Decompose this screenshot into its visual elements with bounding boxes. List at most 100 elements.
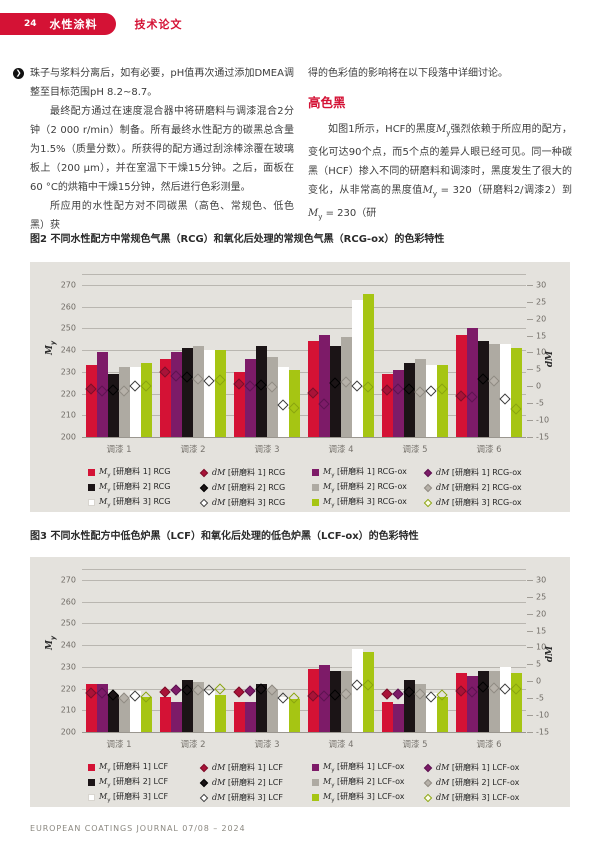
paragraph-text: 珠子与浆料分离后，如有必要，pH值再次通过添加DMEA调整至目标范围pH 8.2… <box>30 68 294 98</box>
bar <box>437 697 448 732</box>
bar <box>160 358 171 437</box>
bar-group <box>455 569 522 732</box>
legend-label: My [研磨料 1] RCG <box>99 467 171 479</box>
legend-square-swatch <box>312 499 319 506</box>
right-tick-mark <box>527 630 533 632</box>
legend-diamond-swatch <box>199 778 209 787</box>
bar <box>382 373 393 437</box>
bar <box>204 350 215 437</box>
gridline <box>82 579 526 581</box>
bar <box>426 365 437 437</box>
bar <box>256 684 267 732</box>
legend-label: dM [研磨料 3] RCG-ox <box>436 498 522 507</box>
right-column: 得的色彩值的影响将在以下段落中详细讨论。 高色黑 如图1所示，HCF的黑度My强… <box>308 64 572 235</box>
legend-label: dM [研磨料 2] LCF <box>212 778 283 787</box>
legend-label: My [研磨料 2] RCG-ox <box>323 482 407 494</box>
right-tick-mark <box>527 352 533 354</box>
legend-item: dM [研磨料 2] LCF-ox <box>423 777 520 788</box>
legend-item: My [研磨料 2] LCF-ox <box>312 776 424 789</box>
bar <box>415 684 426 732</box>
bar <box>267 688 278 732</box>
bar <box>478 341 489 437</box>
legend-item: My [研磨料 1] LCF-ox <box>312 761 424 774</box>
bar <box>478 671 489 732</box>
right-tick-label: 5 <box>536 659 542 669</box>
right-tick-mark <box>527 335 533 337</box>
bar-group <box>455 274 522 437</box>
legend-label: dM [研磨料 2] RCG-ox <box>436 483 522 492</box>
right-tick-mark <box>527 613 533 615</box>
right-tick-mark <box>527 369 533 371</box>
legend-label: My [研磨料 2] LCF <box>99 777 169 789</box>
right-tick-label: 15 <box>536 626 547 636</box>
bar <box>489 671 500 732</box>
right-tick-mark <box>527 732 533 733</box>
right-tick-mark <box>527 579 533 581</box>
y-tick-label: 200 <box>60 432 76 442</box>
bar <box>119 699 130 732</box>
bar <box>245 701 256 732</box>
legend-label: dM [研磨料 1] LCF-ox <box>436 763 520 772</box>
left-axis-label: My <box>45 635 57 650</box>
legend-item: dM [研磨料 3] LCF-ox <box>423 792 519 803</box>
legend-label: My [研磨料 2] LCF-ox <box>323 777 405 789</box>
x-category-label: 调漆 4 <box>328 740 354 750</box>
y-tick-label: 240 <box>60 345 76 355</box>
right-tick-mark <box>527 437 533 438</box>
gridline <box>82 688 526 690</box>
y-tick-label: 220 <box>60 684 76 694</box>
legend-item: dM [研磨料 1] RCG <box>199 467 312 478</box>
gridline <box>82 666 526 668</box>
legend-diamond-swatch <box>199 468 209 477</box>
legend-item: dM [研磨料 2] LCF <box>199 777 312 788</box>
dm-marker <box>244 685 256 697</box>
bar <box>234 371 245 437</box>
legend-label: My [研磨料 3] RCG-ox <box>323 497 407 509</box>
bar <box>215 350 226 437</box>
gridline <box>82 601 526 603</box>
plot-area: 200 210 220 230 240 250 260 270 -15 -10 -5 0 5 10 15 20… <box>61 274 549 442</box>
right-tick-label: 25 <box>536 592 547 602</box>
y-tick-label: 270 <box>60 575 76 585</box>
legend-square-swatch <box>88 764 95 771</box>
legend-item: My [研磨料 2] RCG-ox <box>312 481 424 494</box>
bar <box>456 673 467 732</box>
figure3-chart: 200 210 220 230 240 250 260 270 -15 -10 -5 0 5 10 15 20… <box>30 557 570 807</box>
right-tick-mark <box>527 596 533 598</box>
legend-label: dM [研磨料 2] RCG <box>212 483 286 492</box>
bar <box>511 347 522 437</box>
y-tick-label: 220 <box>60 389 76 399</box>
bar <box>404 363 415 437</box>
right-tick-label: 30 <box>536 575 547 585</box>
legend-item: My [研磨料 3] LCF-ox <box>312 791 424 804</box>
bar <box>193 682 204 732</box>
right-tick-mark <box>527 698 533 700</box>
legend-item: dM [研磨料 3] RCG <box>199 497 312 508</box>
legend-label: dM [研磨料 1] RCG-ox <box>436 468 522 477</box>
bar <box>467 675 478 732</box>
legend-diamond-swatch <box>423 468 433 477</box>
bar <box>352 649 363 732</box>
bar-group <box>85 569 152 732</box>
legend-diamond-swatch <box>423 498 433 507</box>
legend-label: My [研磨料 1] RCG-ox <box>323 467 407 479</box>
bar <box>171 352 182 437</box>
paragraph: 最终配方通过在速度混合器中将研磨料与调漆混合2分钟（2 000 r/min）制备… <box>30 106 294 193</box>
bar <box>511 673 522 732</box>
legend-label: dM [研磨料 2] LCF-ox <box>436 778 520 787</box>
right-tick-label: 15 <box>536 331 547 341</box>
bar-group <box>85 274 152 437</box>
bar-group <box>233 274 300 437</box>
legend-item: My [研磨料 3] RCG <box>88 496 200 509</box>
y-tick-label: 230 <box>60 662 76 672</box>
plot-area: 200 210 220 230 240 250 260 270 -15 -10 -5 0 5 10 15 20… <box>61 569 549 737</box>
dm-marker <box>170 684 182 696</box>
section-badge: 24 水性涂料 <box>0 13 116 35</box>
bar <box>141 363 152 437</box>
bar <box>204 690 215 732</box>
right-tick-mark <box>527 284 533 286</box>
right-tick-label: 20 <box>536 609 547 619</box>
right-tick-label: -15 <box>536 727 550 737</box>
bar <box>467 328 478 437</box>
